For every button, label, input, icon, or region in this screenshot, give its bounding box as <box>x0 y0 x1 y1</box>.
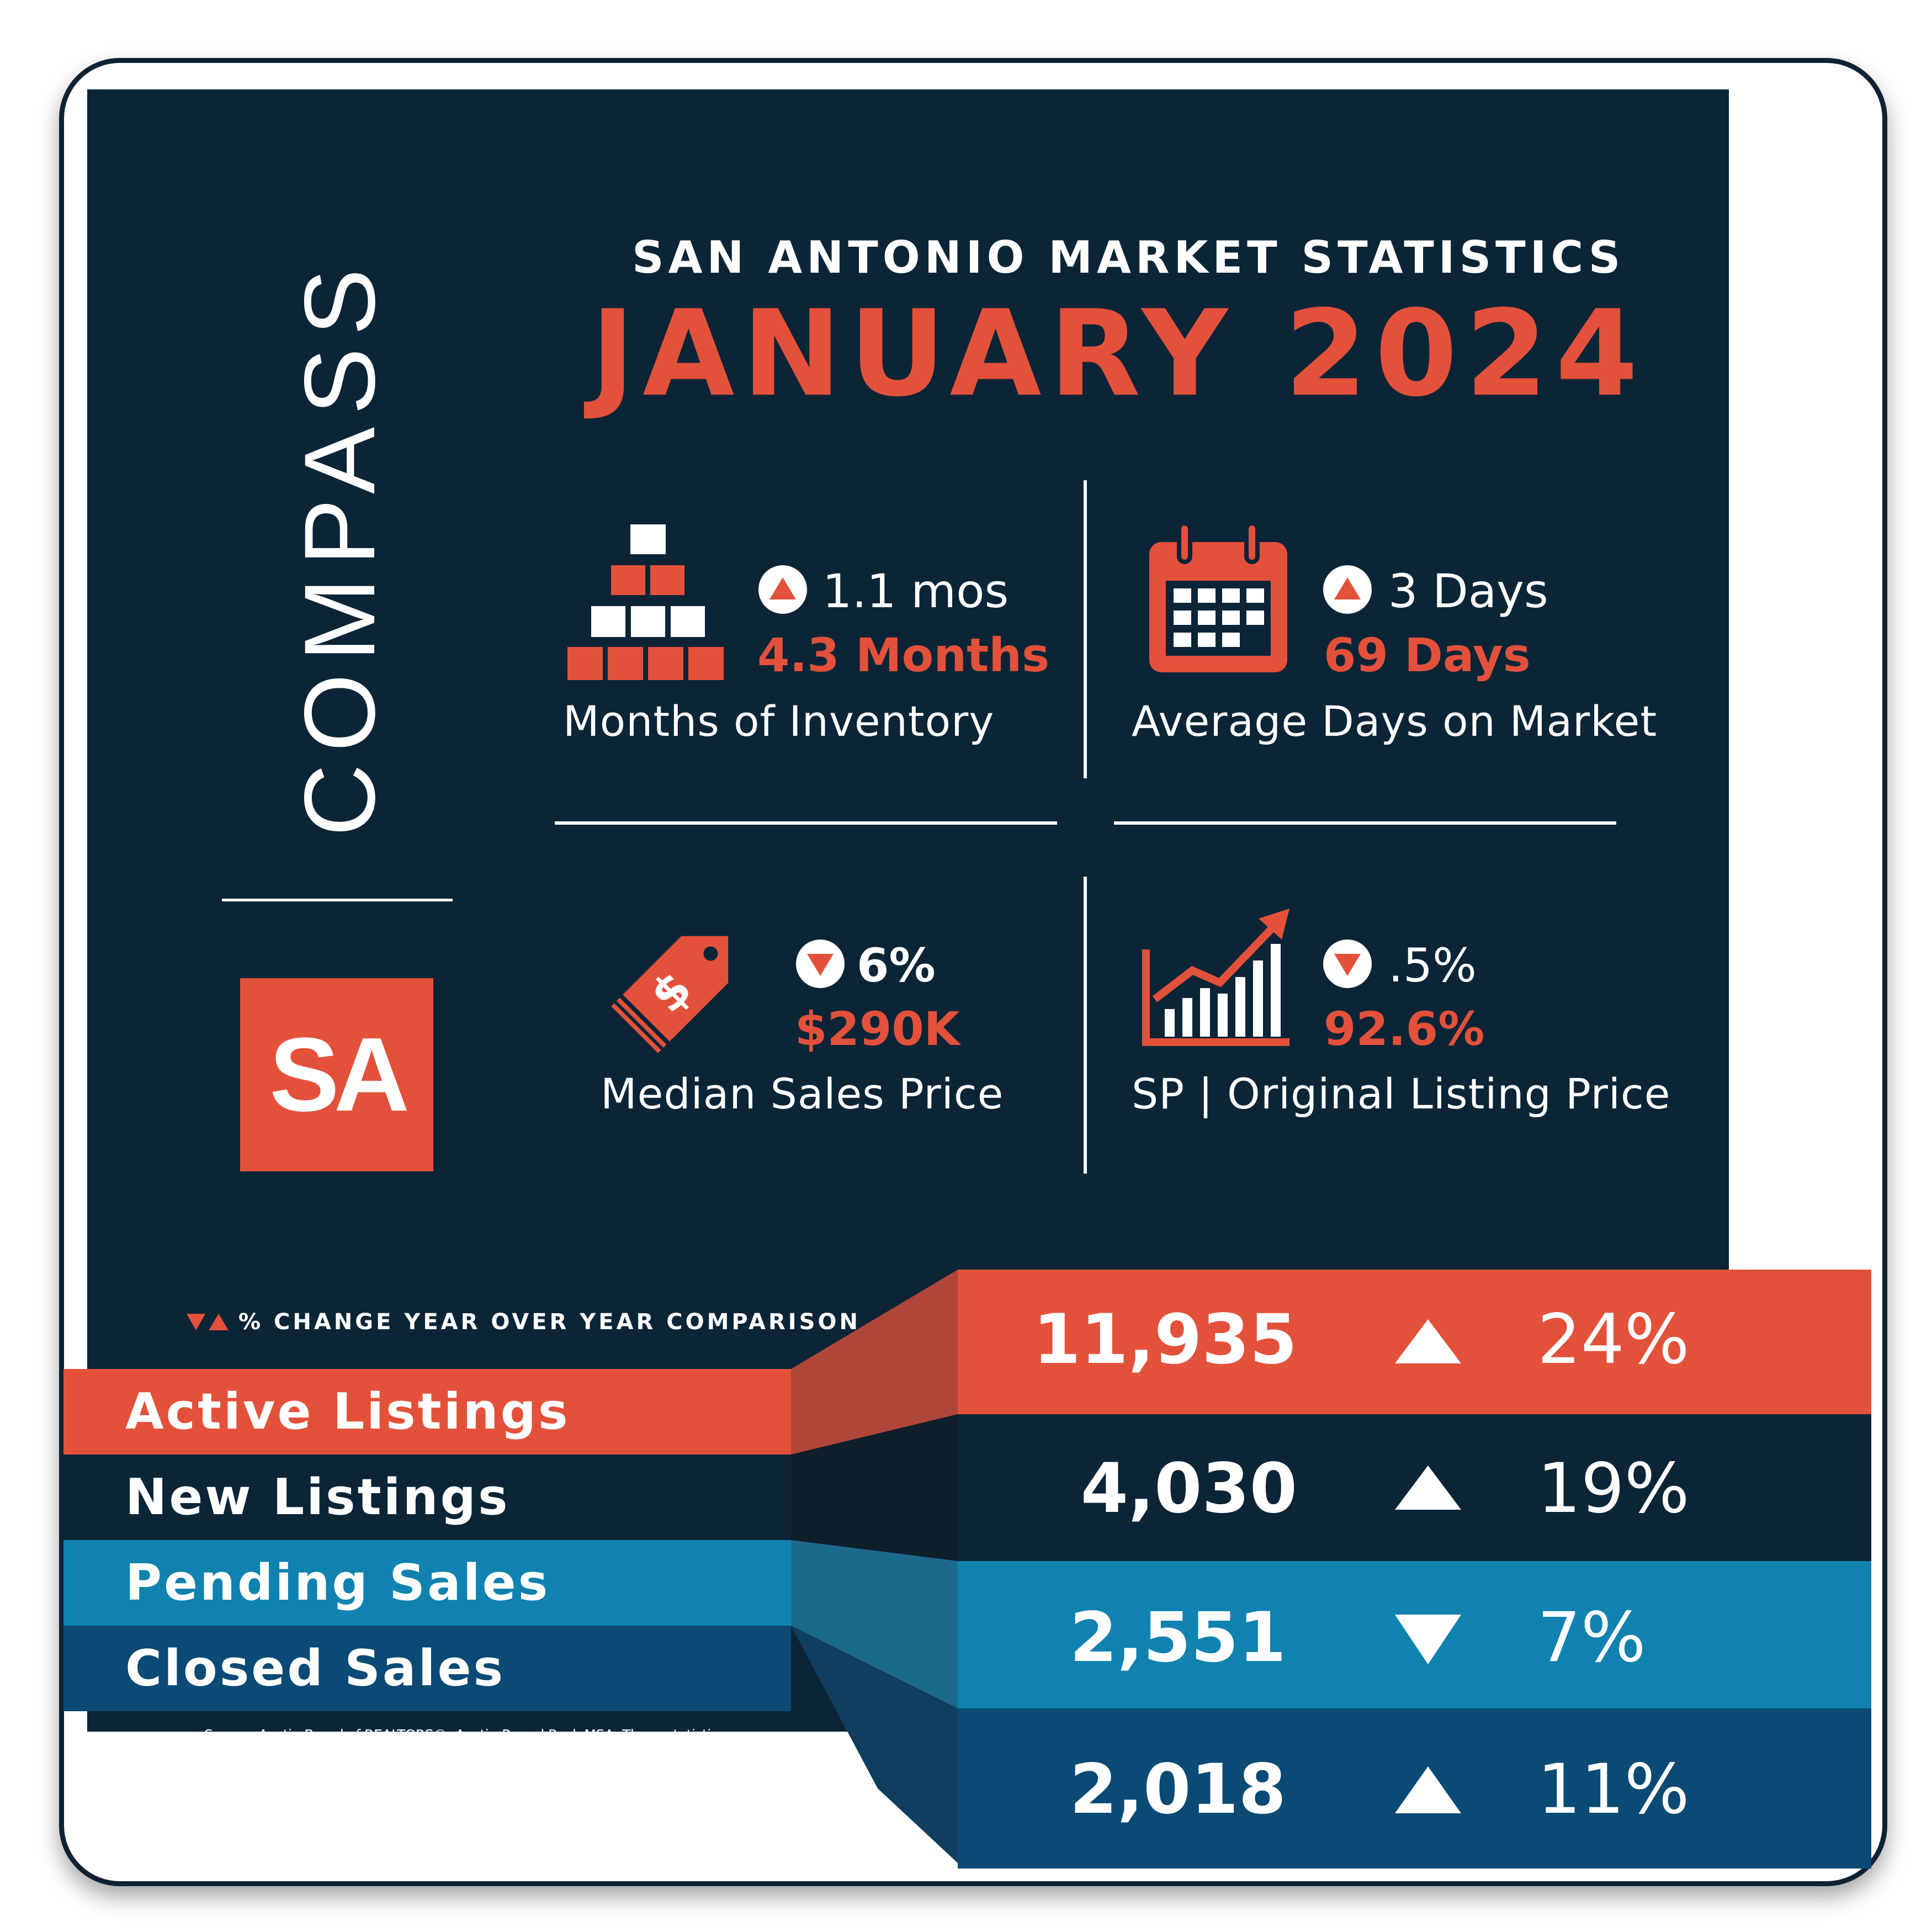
sa-badge: SA <box>240 978 433 1171</box>
arrow-up-icon <box>1395 1766 1461 1813</box>
ratio-label: SP | Original Listing Price <box>1132 1069 1671 1118</box>
inventory-value: 4.3 Months <box>757 628 1050 682</box>
comparison-legend: % CHANGE YEAR OVER YEAR COMPARISON <box>238 1309 861 1335</box>
row-value-new-listings: 4,030 <box>1080 1449 1297 1528</box>
row-label-new-listings: New Listings <box>125 1468 510 1526</box>
stats-vertical-divider-top <box>1084 480 1087 778</box>
row-value-closed-sales: 2,018 <box>1069 1750 1286 1829</box>
arrow-up-icon <box>1395 1319 1461 1363</box>
arrow-down-circle-icon <box>1323 940 1372 988</box>
price-label: Median Sales Price <box>601 1069 1004 1118</box>
inventory-change: 1.1 mos <box>822 564 1009 618</box>
calendar-icon <box>1149 521 1287 672</box>
page-title: JANUARY 2024 <box>591 284 1646 423</box>
inventory-label: Months of Inventory <box>563 697 995 746</box>
days-value: 69 Days <box>1324 628 1531 682</box>
row-label-closed-sales: Closed Sales <box>125 1639 506 1697</box>
row-label-pending-sales: Pending Sales <box>125 1554 550 1612</box>
arrow-up-icon <box>1395 1466 1461 1510</box>
page-subtitle: SAN ANTONIO MARKET STATISTICS <box>632 232 1625 283</box>
days-label: Average Days on Market <box>1132 697 1658 746</box>
days-change: 3 Days <box>1388 564 1548 618</box>
row-change-closed-sales: 11% <box>1537 1750 1690 1829</box>
row-change-active-listings: 24% <box>1537 1300 1690 1379</box>
ratio-change: .5% <box>1388 938 1477 992</box>
sa-badge-text: SA <box>269 1016 410 1133</box>
row-change-new-listings: 19% <box>1537 1449 1690 1528</box>
price-change: 6% <box>857 938 936 992</box>
arrow-down-icon <box>1395 1615 1461 1664</box>
source-note-line2: are for single-family homes, condos, and… <box>204 1748 737 1764</box>
price-tag-icon: $ <box>611 936 729 1053</box>
price-value: $290K <box>795 1002 960 1056</box>
arrow-up-circle-icon <box>758 565 807 614</box>
ratio-value: 92.6% <box>1324 1002 1485 1056</box>
boxes-icon <box>567 524 724 680</box>
arrow-up-circle-icon <box>1323 565 1372 614</box>
arrow-down-circle-icon <box>796 940 845 988</box>
stats-vertical-divider-bottom <box>1084 877 1087 1174</box>
row-label-active-listings: Active Listings <box>125 1383 570 1441</box>
row-value-pending-sales: 2,551 <box>1069 1598 1286 1678</box>
row-change-pending-sales: 7% <box>1537 1598 1646 1678</box>
stats-horizontal-divider-left <box>555 821 1057 825</box>
stats-horizontal-divider-right <box>1114 821 1616 825</box>
source-note-line1: Source: Austin Board of REALTORS®; Austi… <box>204 1727 725 1743</box>
growth-chart-icon <box>1142 909 1289 1046</box>
legend-arrows-icon <box>187 1314 229 1330</box>
row-value-active-listings: 11,935 <box>1033 1300 1297 1379</box>
logo-divider <box>222 899 453 901</box>
